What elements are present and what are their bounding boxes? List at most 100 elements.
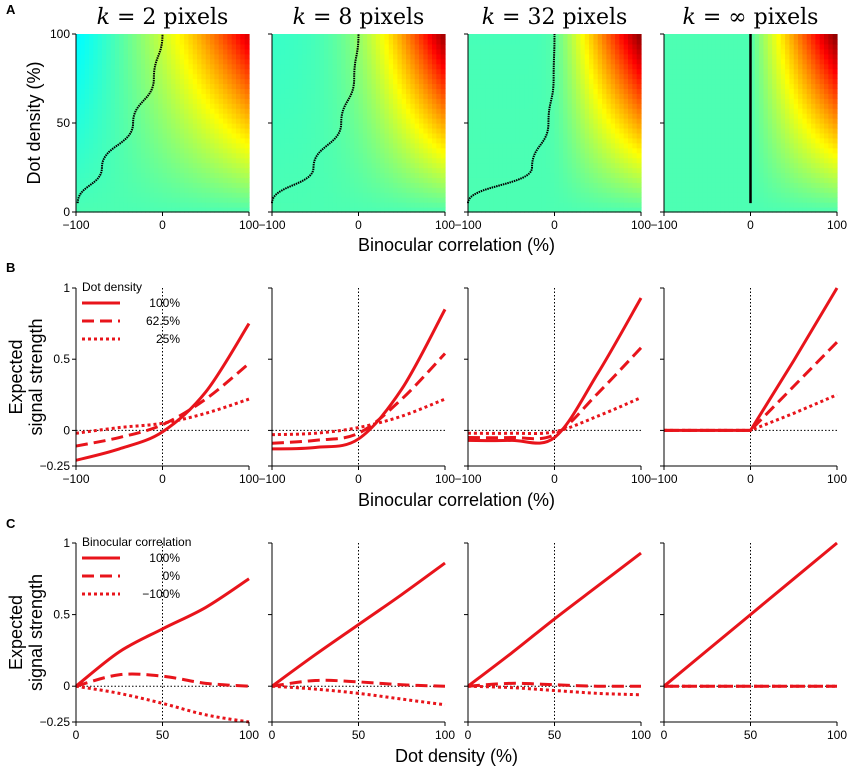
heatmap-cell [140,172,146,178]
heatmap-cell [218,63,224,70]
heatmap-cell [498,93,504,99]
heatmap-cell [223,38,228,45]
heatmap-cell [114,167,120,174]
heatmap-cell [205,38,211,45]
heatmap-cell [737,172,743,178]
heatmap-cell [689,197,695,203]
heatmap-cell [231,197,237,203]
heatmap-cell [375,207,381,213]
heatmap-cell [632,172,638,178]
heatmap-cell [401,38,407,45]
heatmap-cell [584,53,590,60]
heatmap-cell [410,147,416,154]
heatmap-cell [149,38,155,45]
heatmap-cell [145,192,151,198]
heatmap-cell [280,142,286,149]
heatmap-cell [672,38,678,45]
heatmap-cell [593,132,599,139]
heatmap-cell [136,68,142,75]
heatmap-cell [707,73,713,80]
heatmap-cell [119,58,125,65]
heatmap-cell [423,78,429,85]
heatmap-cell [632,142,638,149]
heatmap-cell [231,108,237,114]
heatmap-cell [280,172,286,178]
heatmap-cell [707,43,713,50]
heatmap-cell [380,123,386,129]
heatmap-cell [336,63,342,70]
heatmap-cell [524,157,530,164]
heatmap-cell [519,132,525,139]
heatmap-cell [201,118,207,124]
heatmap-cell [593,78,599,85]
heatmap-cell [140,38,146,45]
heatmap-cell [302,48,308,55]
heatmap-cell [423,142,429,149]
heatmap-cell [672,197,678,203]
heatmap-cell [171,192,177,198]
heatmap-cell [280,187,286,193]
heatmap-cell [489,98,495,104]
heatmap-cell [423,172,429,178]
heatmap-cell [584,192,590,198]
heatmap-cell [88,88,94,94]
heatmap-cell [707,83,713,89]
heatmap-cell [240,157,246,164]
heatmap-cell [362,132,368,139]
heatmap-cell [384,147,390,154]
heatmap-cell [384,34,390,40]
heatmap-cell [110,157,116,164]
heatmap-cell [563,123,569,129]
heatmap-cell [276,63,282,70]
heatmap-cell [127,152,133,159]
heatmap-cell [297,202,303,208]
heatmap-cell [681,103,687,109]
heatmap-cell [123,137,129,144]
heatmap-cell [707,113,713,119]
heatmap-cell [179,187,185,193]
heatmap-cell [528,38,534,45]
heatmap-cell [685,167,691,174]
heatmap-cell [506,68,512,75]
heatmap-cell [584,137,590,144]
heatmap-cell [97,34,103,40]
heatmap-cell [724,88,730,94]
heatmap-cell [707,103,713,109]
heatmap-cell [393,182,399,188]
heatmap-cell [80,162,86,169]
heatmap-cell [306,177,312,183]
heatmap-cell [218,137,224,144]
heatmap-cell [545,162,551,169]
heatmap-cell [110,53,116,60]
heatmap-cell [410,103,416,109]
heatmap-cell [306,132,312,139]
heatmap-cell [606,182,612,188]
heatmap-cell [272,98,277,104]
heatmap-cell [336,187,342,193]
heatmap-cell [354,147,360,154]
heatmap-cell [720,98,726,104]
heatmap-cell [636,98,642,104]
heatmap-cell [715,147,721,154]
heatmap-cell [140,162,146,169]
heatmap-cell [550,167,556,174]
heatmap-cell [554,192,560,198]
heatmap-cell [493,38,499,45]
heatmap-cell [84,98,90,104]
heatmap-cell [192,202,198,208]
heatmap-cell [306,108,312,114]
heatmap-cell [432,157,437,164]
heatmap-cell [685,127,691,134]
heatmap-cell [419,202,424,208]
heatmap-cell [302,108,308,114]
heatmap-cell [615,157,620,164]
heatmap-cell [80,48,86,55]
heatmap-cell [393,93,399,99]
heatmap-cell [676,147,682,154]
heatmap-cell [558,103,564,109]
heatmap-cell [715,157,721,164]
heatmap-cell [468,113,473,119]
heatmap-cell [628,43,633,50]
heatmap-cell [106,147,112,154]
heatmap-cell [476,202,482,208]
